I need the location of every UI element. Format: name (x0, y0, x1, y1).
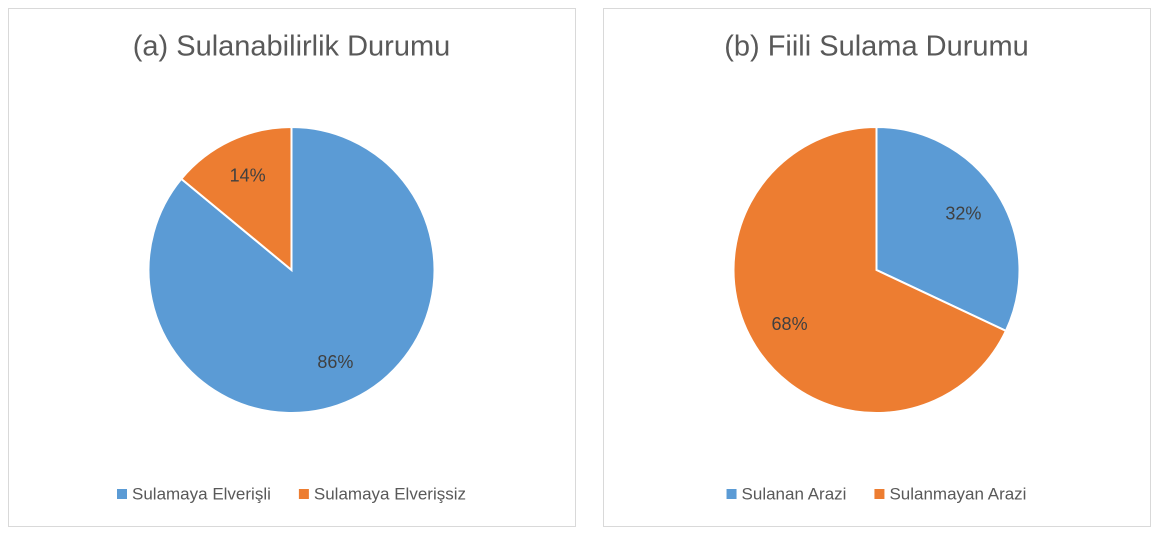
pie-chart: (b) Fiili Sulama Durumu 32% 68% Sulanan Ara… (603, 8, 1151, 527)
legend: Sulamaya Elverişli Sulamaya Elverişsiz (117, 484, 466, 503)
pie-slice (179, 125, 293, 273)
pie-chart: (a) Sulanabilirlik Durumu 86% 14% Sulamaya … (8, 8, 576, 527)
data-label: 86% (317, 352, 353, 372)
data-label: 68% (772, 314, 808, 334)
chart-title: (a) Sulanabilirlik Durumu (133, 31, 451, 63)
chart-title: (b) Fiili Sulama Durumu (724, 31, 1029, 63)
legend: Sulanan Arazi Sulanmayan Arazi (726, 484, 1026, 503)
legend-marker (726, 489, 737, 499)
legend-marker (117, 489, 127, 499)
legend-label: Sulamaya Elverişsiz (314, 484, 466, 503)
legend-label: Sulamaya Elverişli (132, 484, 271, 503)
data-label: 32% (945, 204, 981, 224)
pie-slice (147, 125, 436, 414)
legend-marker (298, 489, 309, 499)
legend-label: Sulanmayan Arazi (889, 484, 1026, 503)
legend-marker (874, 489, 885, 499)
pie-slice (732, 125, 1008, 414)
data-label: 14% (230, 166, 266, 186)
pie-slice (875, 125, 1021, 333)
legend-label: Sulanan Arazi (742, 484, 847, 503)
